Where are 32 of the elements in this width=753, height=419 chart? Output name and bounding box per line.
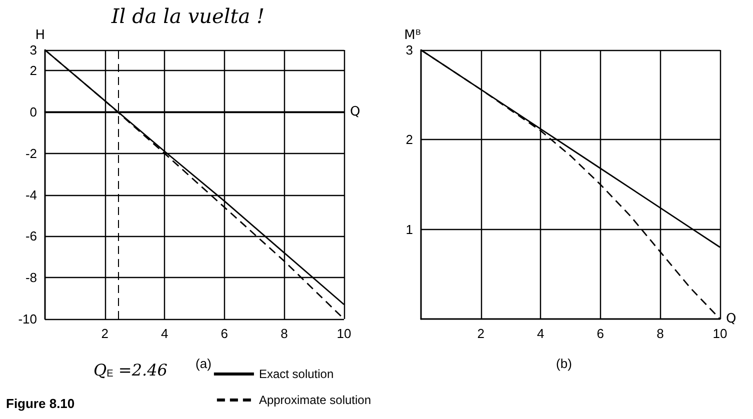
y-tick-label: -2: [25, 146, 37, 161]
legend-label: Approximate solution: [258, 393, 371, 407]
caption: Figure 8.10: [6, 396, 75, 411]
text: Il da la vuelta !: [110, 4, 265, 28]
y-tick-label: -10: [18, 312, 37, 326]
y-tick-label: 2: [30, 63, 37, 78]
x-tick-label: 6: [220, 326, 228, 341]
y-tick-label: 0: [30, 104, 37, 120]
x-tick-label: 10: [336, 326, 352, 341]
x-tick-label: 2: [477, 326, 484, 341]
y-tick-label: 3: [30, 42, 37, 58]
y-tick-label: -8: [25, 270, 37, 286]
text: (b): [556, 356, 572, 371]
y-tick-label: 1: [406, 222, 413, 237]
annotation: QE =2.46: [94, 360, 168, 380]
x-tick-label: 8: [656, 326, 664, 341]
y-tick-label: -4: [25, 187, 37, 202]
y-tick-label: 2: [406, 132, 413, 148]
x-tick-label: 8: [280, 326, 288, 341]
y-tick-label: 3: [406, 42, 413, 58]
x-axis-title: Q: [350, 104, 360, 120]
text: (a): [196, 356, 212, 371]
x-tick-label: 2: [101, 326, 108, 341]
y-tick-label: -6: [25, 228, 37, 244]
x-tick-label: 10: [712, 326, 728, 341]
x-axis-title: Q: [726, 312, 736, 326]
x-tick-label: 4: [160, 326, 168, 341]
x-tick-label: 6: [596, 326, 604, 341]
y-axis-title: Mᴮ: [404, 28, 422, 43]
y-axis-title: H: [35, 28, 45, 43]
x-tick-label: 4: [536, 326, 544, 341]
legend-label: Exact solution: [258, 367, 334, 381]
